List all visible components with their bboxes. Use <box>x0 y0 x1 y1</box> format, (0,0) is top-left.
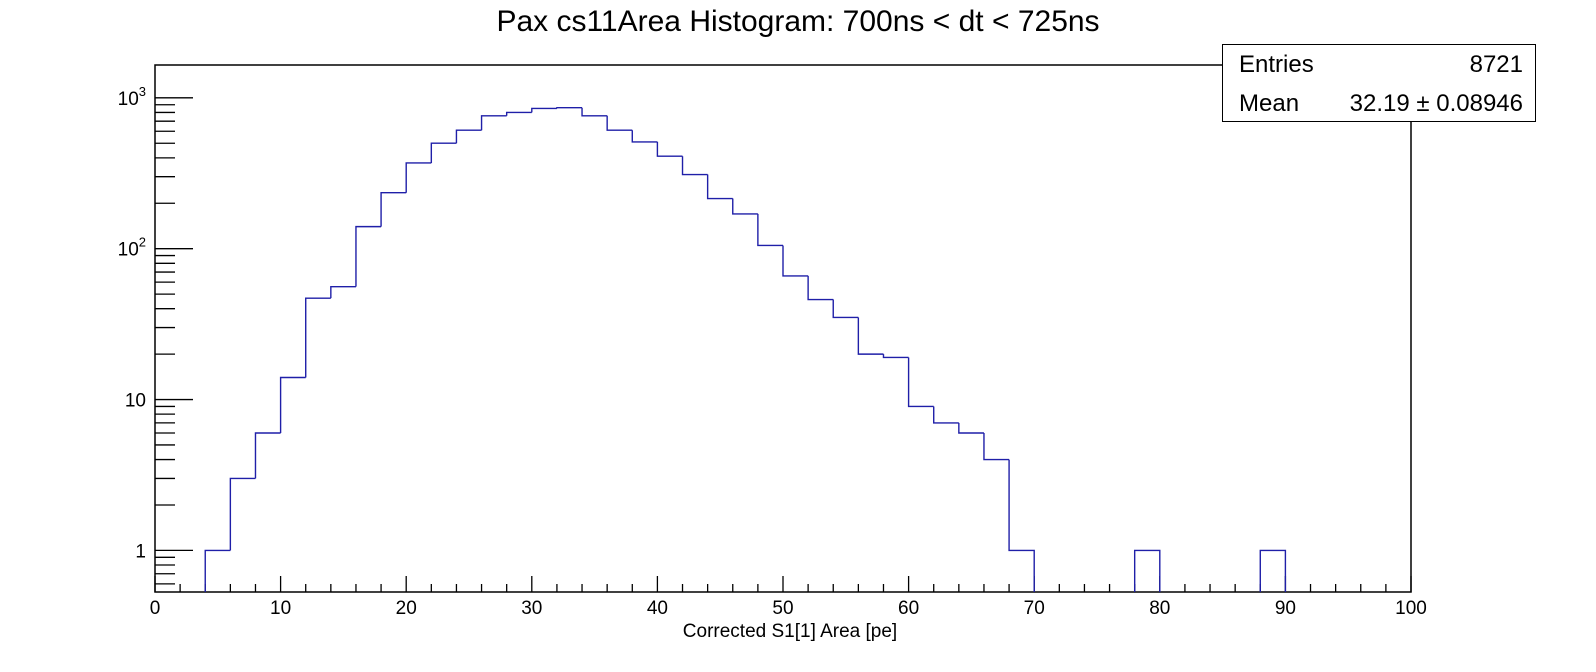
histogram-bins <box>204 106 1287 592</box>
histogram-bin <box>254 432 281 479</box>
histogram-bin <box>882 354 909 359</box>
histogram-bin <box>355 225 382 287</box>
y-tick-labels: 1 10 102 103 <box>118 84 146 563</box>
y-tick-label: 1 <box>135 541 146 562</box>
histogram-bin <box>933 406 959 424</box>
histogram-bin <box>505 111 532 116</box>
histogram-bin <box>832 299 859 319</box>
x-tick-label: 30 <box>521 598 542 619</box>
histogram-bin <box>631 130 658 143</box>
histogram-bin <box>1133 549 1161 592</box>
histogram-bin <box>907 357 934 408</box>
x-tick-label: 70 <box>1024 598 1045 619</box>
x-tick-label: 100 <box>1395 598 1427 619</box>
histogram-bin <box>480 115 507 131</box>
stats-entries-value: 8721 <box>1469 51 1523 78</box>
x-tick-label: 80 <box>1149 598 1170 619</box>
histogram-bin <box>556 106 583 109</box>
x-tick-label: 60 <box>898 598 919 619</box>
y-tick-label: 103 <box>118 84 146 110</box>
histogram-bin <box>1259 549 1287 592</box>
histogram-bin <box>279 376 306 434</box>
histogram-bin <box>782 245 809 277</box>
histogram-bin <box>581 107 608 117</box>
stats-entries-label: Entries <box>1239 51 1314 78</box>
stats-mean-row: Mean 32.19 ± 0.08946 <box>1239 86 1523 122</box>
histogram-bin <box>857 317 884 355</box>
stats-entries-row: Entries 8721 <box>1239 47 1523 83</box>
histogram-bin <box>706 174 733 200</box>
histogram-bin <box>606 115 633 131</box>
chart-title: Pax cs11Area Histogram: 700ns < dt < 725… <box>496 5 1100 38</box>
histogram-bin <box>732 198 758 215</box>
histogram-bin <box>656 141 683 157</box>
x-tick-label: 40 <box>647 598 668 619</box>
histogram-bin <box>1008 459 1035 592</box>
histogram-bin <box>229 477 256 551</box>
x-tick-labels: 0 10 20 30 40 50 60 70 80 90 100 <box>150 598 1427 619</box>
histogram-bin <box>757 213 783 247</box>
histogram-bin <box>958 422 984 434</box>
histogram-bin <box>430 142 457 163</box>
histogram-bin <box>330 285 356 299</box>
x-tick-label: 10 <box>270 598 291 619</box>
stats-box: Entries 8721 Mean 32.19 ± 0.08946 <box>1222 44 1536 122</box>
histogram-bin <box>405 162 432 193</box>
y-tick-label: 10 <box>125 391 146 412</box>
histogram-bin <box>305 297 331 378</box>
plot-frame <box>154 64 1412 593</box>
x-tick-label: 20 <box>396 598 417 619</box>
stats-mean-value: 32.19 ± 0.08946 <box>1349 90 1523 117</box>
axis-ticks <box>154 97 1412 592</box>
histogram-bin <box>455 129 482 144</box>
histogram-bin <box>531 107 557 113</box>
x-tick-label: 90 <box>1275 598 1296 619</box>
histogram-bin <box>807 275 834 301</box>
stats-mean-label: Mean <box>1239 90 1300 117</box>
histogram-bin <box>681 156 708 176</box>
histogram-bin <box>983 433 1010 461</box>
x-tick-label: 0 <box>150 598 161 619</box>
y-tick-label: 102 <box>118 235 146 261</box>
x-tick-label: 50 <box>772 598 793 619</box>
histogram-bin <box>380 191 407 227</box>
histogram-bin <box>204 549 231 592</box>
x-axis-label: Corrected S1[1] Area [pe] <box>682 621 898 642</box>
